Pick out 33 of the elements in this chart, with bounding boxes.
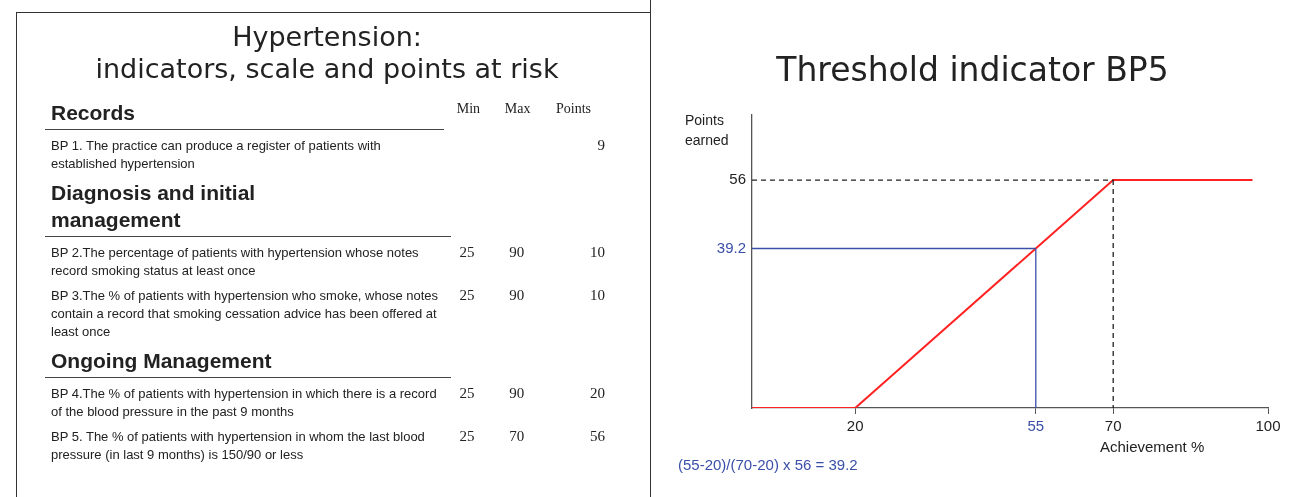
category-label: BP 2.The percentage of patients with hypertension whose notes record smoking status at least once — [51, 245, 419, 278]
category-label: Max — [503, 100, 532, 118]
text: (55-20)/(70-20) x 56 = 39.2 — [678, 456, 858, 473]
category-label: BP 1. The practice can produce a register of patients with established hypertension — [51, 138, 381, 171]
y-axis-title: Points earned — [685, 111, 730, 150]
category-label: Records — [51, 101, 136, 124]
text: 90 — [509, 287, 525, 303]
category-label: BP 5. The % of patients with hypertension in whom the last blood pressure (in last 9 months) is 150/90 or less — [51, 429, 425, 462]
text: 90 — [509, 385, 525, 401]
text: 25 — [459, 385, 475, 401]
text: 90 — [509, 244, 525, 260]
chart-title: Threshold indicator BP5 — [775, 50, 1170, 89]
category-label: BP 3.The % of patients with hypertension who smoke, whose notes contain a record that smoking cessation advice has been offered at least once — [51, 288, 439, 339]
category-label: Diagnosis and initial management — [51, 181, 256, 231]
text: Hypertension: indicators, scale and points at risk — [94, 21, 560, 85]
x-axis-title: Achievement % — [1100, 438, 1205, 455]
category-label: Ongoing Management — [51, 349, 272, 372]
category-label: Min — [455, 100, 482, 118]
x-tick-label: 55 — [1027, 417, 1045, 435]
text: 10 — [590, 287, 605, 303]
text: 20 — [590, 385, 605, 401]
x-tick-label: 70 — [1104, 417, 1122, 435]
text: 25 — [459, 428, 475, 444]
category-label: BP 4.The % of patients with hypertension in which there is a record of the blood pressure in the past 9 months — [51, 386, 437, 419]
x-tick-label: 20 — [846, 417, 864, 435]
text: 56 — [590, 428, 605, 444]
text: 10 — [590, 244, 605, 260]
text: 9 — [597, 137, 605, 153]
text: 25 — [459, 244, 475, 260]
x-tick-label: 100 — [1255, 417, 1281, 435]
y-tick-label: 39.2 — [716, 238, 746, 256]
category-label: Points — [555, 100, 593, 118]
text: 25 — [459, 287, 475, 303]
